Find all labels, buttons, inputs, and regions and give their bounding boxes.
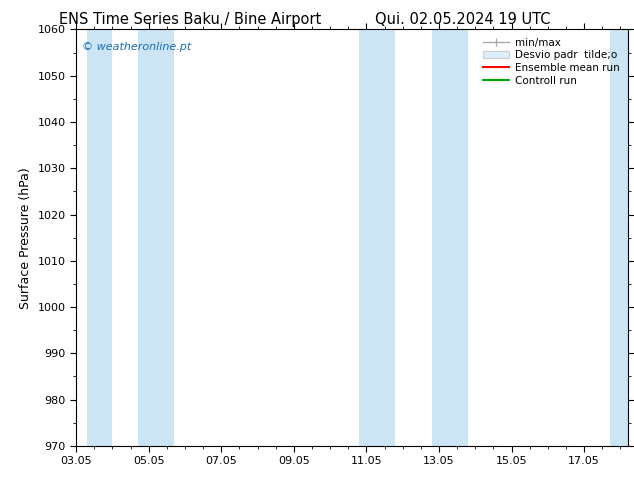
Y-axis label: Surface Pressure (hPa): Surface Pressure (hPa) bbox=[19, 167, 32, 309]
Bar bbox=[87, 29, 112, 446]
Text: ENS Time Series Baku / Bine Airport: ENS Time Series Baku / Bine Airport bbox=[59, 12, 321, 27]
Legend: min/max, Desvio padr  tilde;o, Ensemble mean run, Controll run: min/max, Desvio padr tilde;o, Ensemble m… bbox=[480, 35, 623, 89]
Bar bbox=[609, 29, 634, 446]
Bar bbox=[359, 29, 396, 446]
Text: © weatheronline.pt: © weatheronline.pt bbox=[82, 42, 191, 52]
Bar bbox=[138, 29, 174, 446]
Bar bbox=[432, 29, 468, 446]
Text: Qui. 02.05.2024 19 UTC: Qui. 02.05.2024 19 UTC bbox=[375, 12, 550, 27]
